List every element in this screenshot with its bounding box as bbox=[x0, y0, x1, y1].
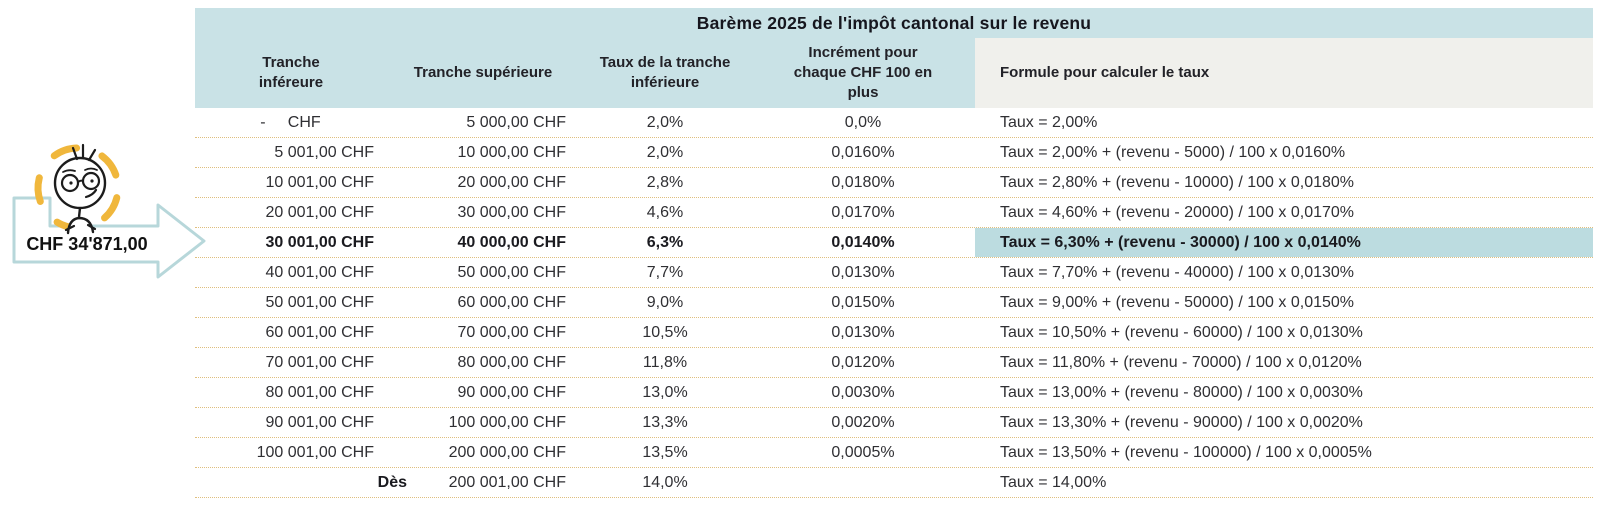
formula-cell: Taux = 11,80% + (revenu - 70000) / 100 x… bbox=[1000, 353, 1362, 371]
increment-cell: 0,0180% bbox=[831, 173, 895, 191]
upper-bracket-cell: 5 000,00 CHF bbox=[466, 113, 566, 131]
table-row: Dès 200 001,00 CHF 14,0% Taux = 14,00% bbox=[195, 468, 1593, 498]
formula-cell: Taux = 13,00% + (revenu - 80000) / 100 x… bbox=[1000, 383, 1363, 401]
table-body: - CHF 5 000,00 CHF 2,0% 0,0% Taux = 2,00… bbox=[195, 108, 1593, 498]
formula-cell: Taux = 13,30% + (revenu - 90000) / 100 x… bbox=[1000, 413, 1363, 431]
bracket-rate-cell: 14,0% bbox=[642, 473, 688, 491]
formula-cell: Taux = 6,30% + (revenu - 30000) / 100 x … bbox=[975, 228, 1593, 257]
increment-cell: 0,0150% bbox=[831, 293, 895, 311]
bracket-rate-cell: 9,0% bbox=[646, 293, 684, 311]
upper-bracket-cell: 20 000,00 CHF bbox=[457, 173, 566, 191]
table-row: 70 001,00 CHF 80 000,00 CHF 11,8% 0,0120… bbox=[195, 348, 1593, 378]
tax-bracket-table: Barème 2025 de l'impôt cantonal sur le r… bbox=[195, 8, 1593, 498]
upper-bracket-cell: 80 000,00 CHF bbox=[457, 353, 566, 371]
bracket-rate-cell: 11,8% bbox=[642, 353, 688, 371]
table-row: - CHF 5 000,00 CHF 2,0% 0,0% Taux = 2,00… bbox=[195, 108, 1593, 138]
formula-cell: Taux = 13,50% + (revenu - 100000) / 100 … bbox=[1000, 443, 1372, 461]
formula-cell: Taux = 2,80% + (revenu - 10000) / 100 x … bbox=[1000, 173, 1355, 191]
table-row: 80 001,00 CHF 90 000,00 CHF 13,0% 0,0030… bbox=[195, 378, 1593, 408]
bracket-rate-cell: 6,3% bbox=[646, 233, 684, 251]
table-row: 10 001,00 CHF 20 000,00 CHF 2,8% 0,0180%… bbox=[195, 168, 1593, 198]
bracket-rate-cell: 2,8% bbox=[646, 173, 684, 191]
upper-bracket-cell: 90 000,00 CHF bbox=[457, 383, 566, 401]
increment-cell: 0,0140% bbox=[831, 233, 895, 251]
lower-bracket-cell: Dès bbox=[377, 473, 407, 491]
annotation-graphics bbox=[12, 143, 206, 279]
increment-cell: 0,0160% bbox=[831, 143, 895, 161]
table-row: 100 001,00 CHF 200 000,00 CHF 13,5% 0,00… bbox=[195, 438, 1593, 468]
col-header-upper-bracket: Tranche supérieure bbox=[413, 63, 553, 81]
table-title: Barème 2025 de l'impôt cantonal sur le r… bbox=[195, 8, 1593, 38]
upper-bracket-cell: 70 000,00 CHF bbox=[457, 323, 566, 341]
lower-bracket-cell: 10 001,00 CHF bbox=[265, 173, 374, 191]
upper-bracket-cell: 60 000,00 CHF bbox=[457, 293, 566, 311]
increment-cell: 0,0130% bbox=[831, 323, 895, 341]
col-header-bracket-rate: Taux de la tranche inférieure bbox=[599, 53, 731, 91]
right-arrow-icon bbox=[12, 196, 206, 279]
lower-bracket-cell: 60 001,00 CHF bbox=[265, 323, 374, 341]
table-row: 90 001,00 CHF 100 000,00 CHF 13,3% 0,002… bbox=[195, 408, 1593, 438]
table-row: 60 001,00 CHF 70 000,00 CHF 10,5% 0,0130… bbox=[195, 318, 1593, 348]
increment-cell: 0,0170% bbox=[831, 203, 895, 221]
table-row: 5 001,00 CHF 10 000,00 CHF 2,0% 0,0160% … bbox=[195, 138, 1593, 168]
table-header-row: Tranche inféreure Tranche supérieure Tau… bbox=[195, 38, 1593, 108]
upper-bracket-cell: 200 000,00 CHF bbox=[448, 443, 566, 461]
formula-cell: Taux = 10,50% + (revenu - 60000) / 100 x… bbox=[1000, 323, 1363, 341]
upper-bracket-cell: 10 000,00 CHF bbox=[457, 143, 566, 161]
table-row: 40 001,00 CHF 50 000,00 CHF 7,7% 0,0130%… bbox=[195, 258, 1593, 288]
col-header-lower-bracket: Tranche inféreure bbox=[258, 53, 324, 91]
increment-cell: 0,0030% bbox=[831, 383, 895, 401]
lower-bracket-cell: 70 001,00 CHF bbox=[265, 353, 374, 371]
bracket-rate-cell: 7,7% bbox=[646, 263, 684, 281]
increment-cell bbox=[751, 468, 975, 497]
bracket-rate-cell: 13,3% bbox=[642, 413, 688, 431]
upper-bracket-cell: 40 000,00 CHF bbox=[457, 233, 566, 251]
lower-bracket-cell: 90 001,00 CHF bbox=[265, 413, 374, 431]
increment-cell: 0,0120% bbox=[831, 353, 895, 371]
formula-cell: Taux = 9,00% + (revenu - 50000) / 100 x … bbox=[1000, 293, 1355, 311]
upper-bracket-cell: 30 000,00 CHF bbox=[457, 203, 566, 221]
bracket-rate-cell: 2,0% bbox=[646, 113, 684, 131]
col-header-formula: Formule pour calculer le taux bbox=[975, 38, 1593, 108]
income-amount-label: CHF 34'871,00 bbox=[26, 234, 148, 254]
formula-cell: Taux = 4,60% + (revenu - 20000) / 100 x … bbox=[1000, 203, 1355, 221]
nerd-face-doodle-icon bbox=[34, 143, 122, 235]
table-row: 30 001,00 CHF 40 000,00 CHF 6,3% 0,0140%… bbox=[195, 228, 1593, 258]
lower-bracket-cell: 40 001,00 CHF bbox=[265, 263, 374, 281]
lower-bracket-cell: 5 001,00 CHF bbox=[274, 143, 374, 161]
table-row: 50 001,00 CHF 60 000,00 CHF 9,0% 0,0150%… bbox=[195, 288, 1593, 318]
upper-bracket-cell: 200 001,00 CHF bbox=[448, 473, 566, 491]
col-header-increment: Incrément pour chaque CHF 100 en plus bbox=[793, 43, 933, 102]
bracket-rate-cell: 2,0% bbox=[646, 143, 684, 161]
lower-bracket-cell: 50 001,00 CHF bbox=[265, 293, 374, 311]
upper-bracket-cell: 100 000,00 CHF bbox=[448, 413, 566, 431]
table-row: 20 001,00 CHF 30 000,00 CHF 4,6% 0,0170%… bbox=[195, 198, 1593, 228]
bracket-rate-cell: 4,6% bbox=[646, 203, 684, 221]
lower-bracket-cell: 30 001,00 CHF bbox=[265, 233, 374, 251]
increment-cell: 0,0005% bbox=[831, 443, 895, 461]
increment-cell: 0,0% bbox=[844, 113, 882, 131]
upper-bracket-cell: 50 000,00 CHF bbox=[457, 263, 566, 281]
income-annotation: CHF 34'871,00 bbox=[0, 140, 212, 298]
formula-cell: Taux = 2,00% bbox=[1000, 113, 1098, 131]
lower-bracket-cell: - CHF bbox=[260, 113, 374, 131]
bracket-rate-cell: 10,5% bbox=[642, 323, 688, 341]
increment-cell: 0,0130% bbox=[831, 263, 895, 281]
lower-bracket-cell: 20 001,00 CHF bbox=[265, 203, 374, 221]
formula-cell: Taux = 7,70% + (revenu - 40000) / 100 x … bbox=[1000, 263, 1355, 281]
formula-cell: Taux = 14,00% bbox=[1000, 473, 1107, 491]
increment-cell: 0,0020% bbox=[831, 413, 895, 431]
bracket-rate-cell: 13,0% bbox=[642, 383, 688, 401]
formula-cell: Taux = 2,00% + (revenu - 5000) / 100 x 0… bbox=[1000, 143, 1346, 161]
bracket-rate-cell: 13,5% bbox=[642, 443, 688, 461]
lower-bracket-cell: 80 001,00 CHF bbox=[265, 383, 374, 401]
lower-bracket-cell: 100 001,00 CHF bbox=[256, 443, 374, 461]
